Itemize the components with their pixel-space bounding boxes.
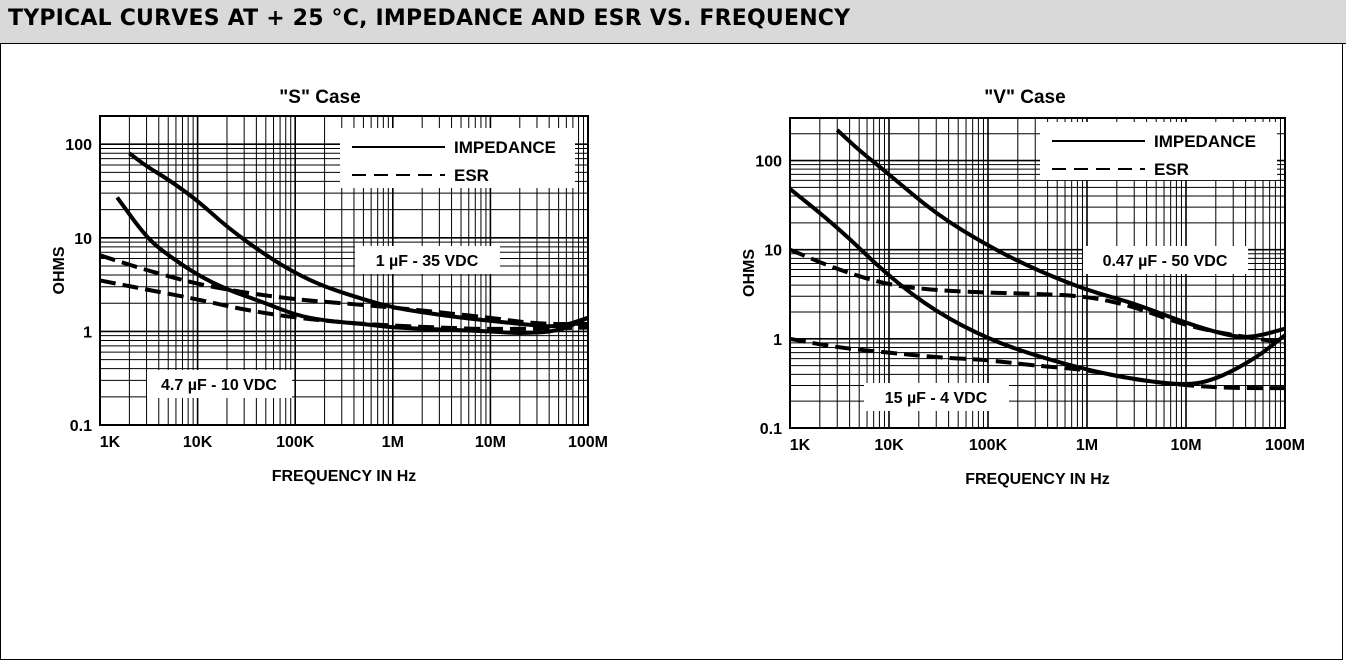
annotation-label: 15 µF - 4 VDC bbox=[885, 390, 988, 407]
annotation-box bbox=[355, 246, 500, 274]
plot-border bbox=[99, 115, 589, 426]
y-tick-label: 0.1 bbox=[760, 421, 782, 438]
annotation-label: 0.47 µF - 50 VDC bbox=[1103, 253, 1228, 270]
chart-title: "V" Case bbox=[984, 87, 1065, 108]
y-axis-label: OHMS bbox=[741, 249, 758, 297]
section-title: TYPICAL CURVES AT + 25 °C, IMPEDANCE AND… bbox=[8, 6, 851, 31]
annotation-label: 1 µF - 35 VDC bbox=[376, 253, 479, 270]
legend-box bbox=[340, 128, 575, 188]
x-tick-label: 100K bbox=[276, 434, 315, 451]
x-tick-label: 100M bbox=[1265, 437, 1305, 454]
x-axis-label: FREQUENCY IN Hz bbox=[965, 471, 1110, 488]
x-tick-label: 10M bbox=[475, 434, 506, 451]
y-tick-label: 1 bbox=[773, 332, 782, 349]
legend-label: ESR bbox=[454, 166, 489, 185]
section-header: TYPICAL CURVES AT + 25 °C, IMPEDANCE AND… bbox=[0, 0, 1346, 44]
series-esr-3 bbox=[789, 336, 1285, 391]
x-tick-label: 10K bbox=[183, 434, 213, 451]
series-esr-1 bbox=[789, 247, 1286, 345]
x-tick-label: 1M bbox=[382, 434, 404, 451]
legend-box bbox=[1040, 122, 1277, 180]
y-tick-label: 10 bbox=[74, 231, 92, 248]
annotation-box bbox=[1083, 246, 1248, 274]
y-axis-label: OHMS bbox=[51, 246, 68, 294]
x-tick-label: 10M bbox=[1170, 437, 1201, 454]
chart-s-case: "S" Case 1 µF - 35 VDC 4.7 µF - 10 VDC IMPE… bbox=[51, 87, 608, 485]
chart-title: "S" Case bbox=[279, 87, 360, 108]
y-tick-label: 1 bbox=[83, 324, 92, 341]
x-tick-label: 1K bbox=[100, 434, 121, 451]
series-impedance-0 bbox=[128, 151, 589, 329]
annotation-box bbox=[864, 383, 1009, 411]
y-tick-label: 0.1 bbox=[70, 418, 92, 435]
series-impedance-2 bbox=[788, 187, 1287, 386]
x-tick-label: 10K bbox=[874, 437, 904, 454]
y-tick-label: 10 bbox=[764, 243, 782, 260]
series-esr-3 bbox=[99, 278, 589, 331]
chart-v-case: "V" Case 0.47 µF - 50 VDC 15 µF - 4 VDC IMP… bbox=[741, 87, 1305, 488]
x-tick-label: 1K bbox=[790, 437, 811, 454]
legend-label: IMPEDANCE bbox=[1154, 132, 1256, 151]
annotation-box bbox=[147, 370, 292, 398]
x-tick-label: 100K bbox=[969, 437, 1008, 454]
x-tick-label: 100M bbox=[568, 434, 608, 451]
legend-label: IMPEDANCE bbox=[454, 138, 556, 157]
y-tick-label: 100 bbox=[65, 137, 92, 154]
y-tick-label: 100 bbox=[755, 154, 782, 171]
annotation-label: 4.7 µF - 10 VDC bbox=[161, 377, 277, 394]
plot-border bbox=[789, 117, 1286, 429]
legend-label: ESR bbox=[1154, 160, 1189, 179]
series-esr-1 bbox=[99, 253, 588, 326]
x-axis-label: FREQUENCY IN Hz bbox=[272, 468, 417, 485]
x-tick-label: 1M bbox=[1076, 437, 1098, 454]
